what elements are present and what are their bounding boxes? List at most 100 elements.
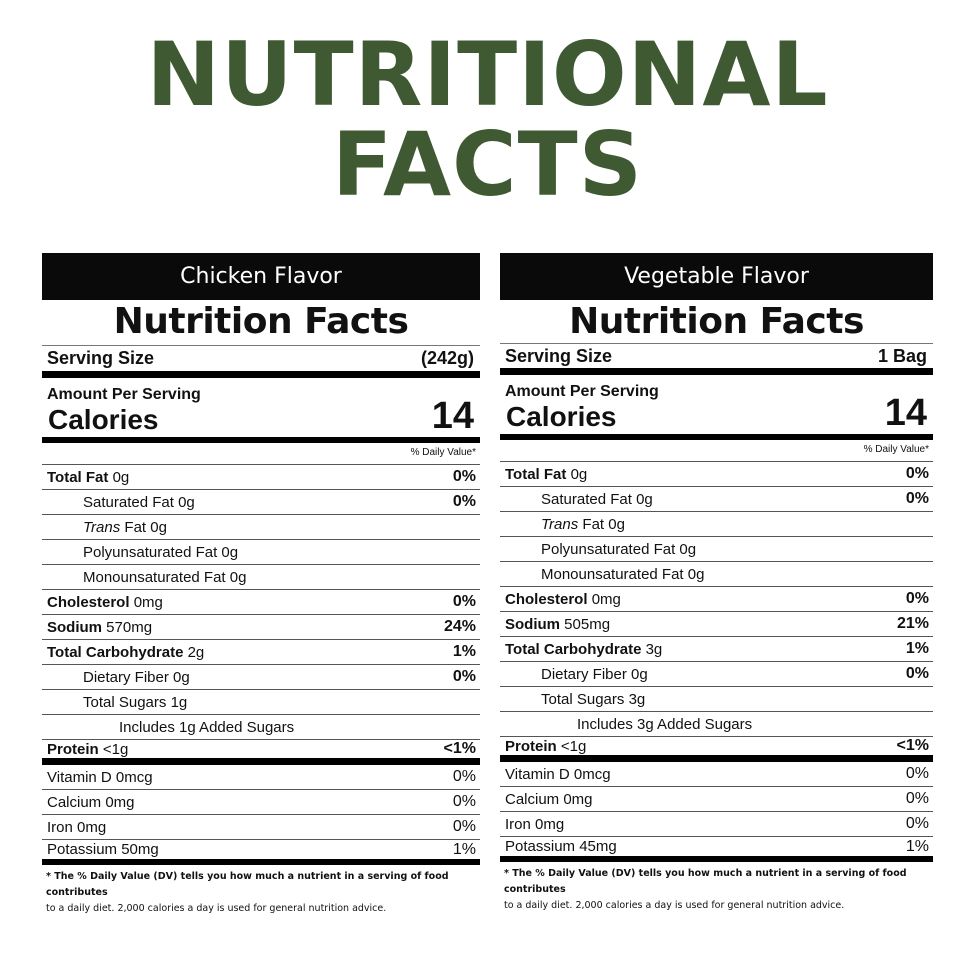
- nutrient-row: Total Fat 0g 0%: [42, 465, 480, 490]
- footnote-line1: * The % Daily Value (DV) tells you how m…: [504, 868, 907, 895]
- nutrient-name: Protein <1g: [505, 738, 586, 755]
- nutrient-name: Trans Fat 0g: [505, 516, 625, 533]
- nutrient-row: Protein <1g <1%: [500, 737, 933, 762]
- nutrient-daily-value: 0%: [905, 590, 929, 607]
- nutrient-label: Dietary Fiber: [541, 665, 627, 683]
- nutrient-name: Total Fat 0g: [505, 466, 587, 483]
- serving-size-label: Serving Size: [505, 345, 613, 366]
- vitamin-daily-value: 1%: [452, 840, 476, 858]
- vitamin-row: Vitamin D 0mcg 0%: [42, 765, 480, 790]
- vitamin-label: Iron 0mg: [505, 815, 565, 833]
- nutrient-amount: Fat 0g: [124, 518, 167, 536]
- nutrient-amount: Fat 0g: [582, 515, 625, 533]
- vitamin-daily-value: 0%: [905, 790, 929, 807]
- nutrient-amount: 0g: [679, 540, 697, 558]
- nutrient-daily-value: 0%: [905, 665, 929, 682]
- nutrient-row: Dietary Fiber 0g 0%: [42, 665, 480, 690]
- nutrient-daily-value: 24%: [443, 618, 476, 635]
- vitamin-daily-value: 0%: [452, 818, 476, 835]
- nutrient-row: Total Sugars 1g: [42, 690, 480, 715]
- nutrient-row: Polyunsaturated Fat 0g: [500, 537, 933, 562]
- calories-label: Calories: [48, 404, 159, 435]
- nutrient-row: Includes 3g Added Sugars: [500, 712, 933, 737]
- nutrient-daily-value: 0%: [452, 668, 476, 685]
- nutrient-row: Monounsaturated Fat 0g: [500, 562, 933, 587]
- calories-row: Calories 14: [42, 397, 480, 443]
- nutrient-amount: 0g: [636, 490, 653, 508]
- nutrient-amount: 0g: [229, 568, 247, 586]
- vitamin-label: Vitamin D 0mcg: [47, 768, 153, 786]
- calories-value: 14: [431, 395, 474, 437]
- vitamin-row: Iron 0mg 0%: [42, 815, 480, 840]
- vitamin-label: Potassium 45mg: [505, 838, 617, 855]
- nutrient-name: Saturated Fat 0g: [47, 494, 195, 511]
- nutrient-amount: 0g: [178, 493, 195, 511]
- nutrient-label: Cholesterol: [47, 593, 130, 611]
- nutrient-name: Polyunsaturated Fat 0g: [505, 541, 696, 558]
- nutrient-name: Total Carbohydrate 3g: [505, 641, 662, 658]
- nutrient-label: Total Fat: [505, 465, 567, 483]
- nutrient-row: Cholesterol 0mg 0%: [500, 587, 933, 612]
- nutrient-label: Total Carbohydrate: [47, 643, 184, 661]
- nutrient-daily-value: 1%: [905, 640, 929, 657]
- nutrient-name: Total Fat 0g: [47, 469, 129, 486]
- nutrient-row: Saturated Fat 0g 0%: [500, 487, 933, 512]
- flavor-label: Vegetable Flavor: [624, 264, 809, 289]
- nutrient-label: Polyunsaturated Fat: [83, 543, 218, 561]
- serving-size-label: Serving Size: [47, 348, 155, 368]
- vitamin-row: Calcium 0mg 0%: [500, 787, 933, 812]
- vitamin-label: Iron 0mg: [47, 818, 107, 836]
- daily-value-header: % Daily Value*: [500, 440, 933, 462]
- nutrient-name: Saturated Fat 0g: [505, 491, 653, 508]
- nutrient-label: Polyunsaturated Fat: [541, 540, 676, 558]
- daily-value-header: % Daily Value*: [42, 443, 480, 465]
- nutrient-label: Sodium: [505, 615, 560, 633]
- nutrient-row: Monounsaturated Fat 0g: [42, 565, 480, 590]
- nutrient-row: Sodium 570mg 24%: [42, 615, 480, 640]
- nutrient-row: Trans Fat 0g: [42, 515, 480, 540]
- nutrient-row: Saturated Fat 0g 0%: [42, 490, 480, 515]
- nutrient-row: Includes 1g Added Sugars: [42, 715, 480, 740]
- nutrient-row: Polyunsaturated Fat 0g: [42, 540, 480, 565]
- footnote-line2: to a daily diet. 2,000 calories a day is…: [504, 900, 845, 911]
- nutrient-label: Protein: [505, 737, 557, 755]
- nutrient-amount: 570mg: [106, 618, 153, 636]
- nutrient-label: Monounsaturated Fat: [541, 565, 684, 583]
- nutrient-row: Dietary Fiber 0g 0%: [500, 662, 933, 687]
- nutrient-label: Cholesterol: [505, 590, 588, 608]
- footnote: * The % Daily Value (DV) tells you how m…: [42, 865, 480, 917]
- nutrient-row: Total Fat 0g 0%: [500, 462, 933, 487]
- nutrient-amount: 0g: [687, 565, 705, 583]
- footnote-line1: * The % Daily Value (DV) tells you how m…: [46, 871, 449, 898]
- nutrient-name: Dietary Fiber 0g: [47, 669, 190, 686]
- nutrient-daily-value: 0%: [452, 593, 476, 610]
- nutrient-amount: 2g: [187, 643, 205, 661]
- nutrient-name: Includes 3g Added Sugars: [505, 716, 752, 733]
- nutrient-name: Monounsaturated Fat 0g: [47, 569, 246, 586]
- flavor-label: Chicken Flavor: [180, 264, 342, 289]
- nutrient-label: Saturated Fat: [83, 493, 174, 511]
- vitamin-row: Iron 0mg 0%: [500, 812, 933, 837]
- vegetable-flavor-panel: Vegetable Flavor Nutrition Facts Serving…: [500, 253, 933, 914]
- vitamin-row: Calcium 0mg 0%: [42, 790, 480, 815]
- vitamin-daily-value: 0%: [905, 765, 929, 782]
- serving-size-row: Serving Size 1 Bag: [500, 344, 933, 375]
- nutrient-amount: 1g: [170, 693, 188, 711]
- page-title-line1: NUTRITIONAL: [146, 23, 829, 126]
- nutrient-label: Total Sugars: [541, 690, 625, 708]
- chicken-flavor-panel: Chicken Flavor Nutrition Facts Serving S…: [42, 253, 480, 917]
- nutrient-name: Sodium 505mg: [505, 616, 610, 633]
- nutrient-daily-value: 0%: [905, 490, 929, 507]
- vitamin-list: Vitamin D 0mcg 0% Calcium 0mg 0% Iron 0mg 0% P…: [500, 762, 933, 862]
- nutrient-amount: 505mg: [564, 615, 611, 633]
- vitamin-row: Potassium 45mg 1%: [500, 837, 933, 862]
- calories-label: Calories: [506, 401, 617, 432]
- nutrient-amount: 0mg: [133, 593, 163, 611]
- nutrient-amount: 3g: [628, 690, 646, 708]
- amount-per-serving: Amount Per Serving: [505, 383, 659, 400]
- nutrient-label: Includes 3g Added Sugars: [577, 715, 753, 733]
- nutrient-label: Saturated Fat: [541, 490, 632, 508]
- nutrient-name: Total Sugars 3g: [505, 691, 645, 708]
- vitamin-daily-value: 1%: [905, 837, 929, 855]
- nutrient-daily-value: 21%: [896, 615, 929, 632]
